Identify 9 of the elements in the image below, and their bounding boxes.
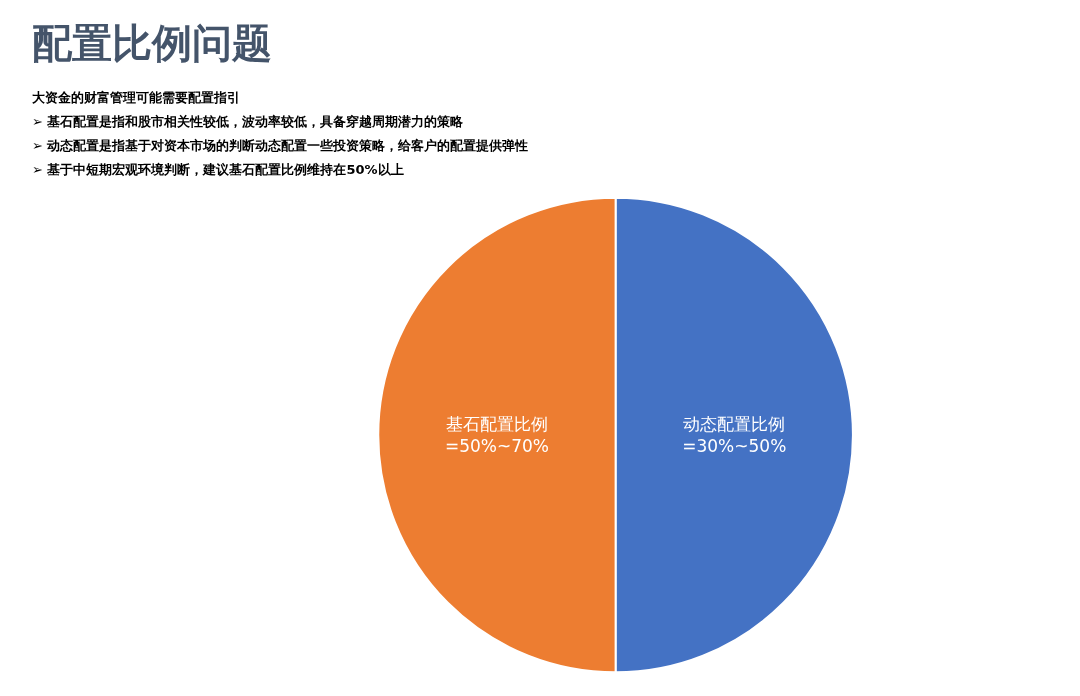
data-label: =30%~50% [682,436,787,457]
text: ➢ 动态配置是指基于对资本市场的判断动态配置一些投资策略，给客户的配置提供弹性 [32,138,529,153]
slice-label: 动态配置比例 [683,413,786,434]
text: ➢ 基于中短期宏观环境判断，建议基石配置比例维持在50%以上 [32,162,404,177]
slice-label: 基石配置比例 [445,413,548,434]
text: ➢ 基石配置是指和股市相关性较低，波动率较低，具备穿越周期潜力的策略 [32,114,465,129]
chart-title: 配置比例问题 [32,20,272,66]
data-label: =50%~70% [444,436,549,457]
text: 大资金的财富管理可能需要配置指引 [32,90,240,105]
